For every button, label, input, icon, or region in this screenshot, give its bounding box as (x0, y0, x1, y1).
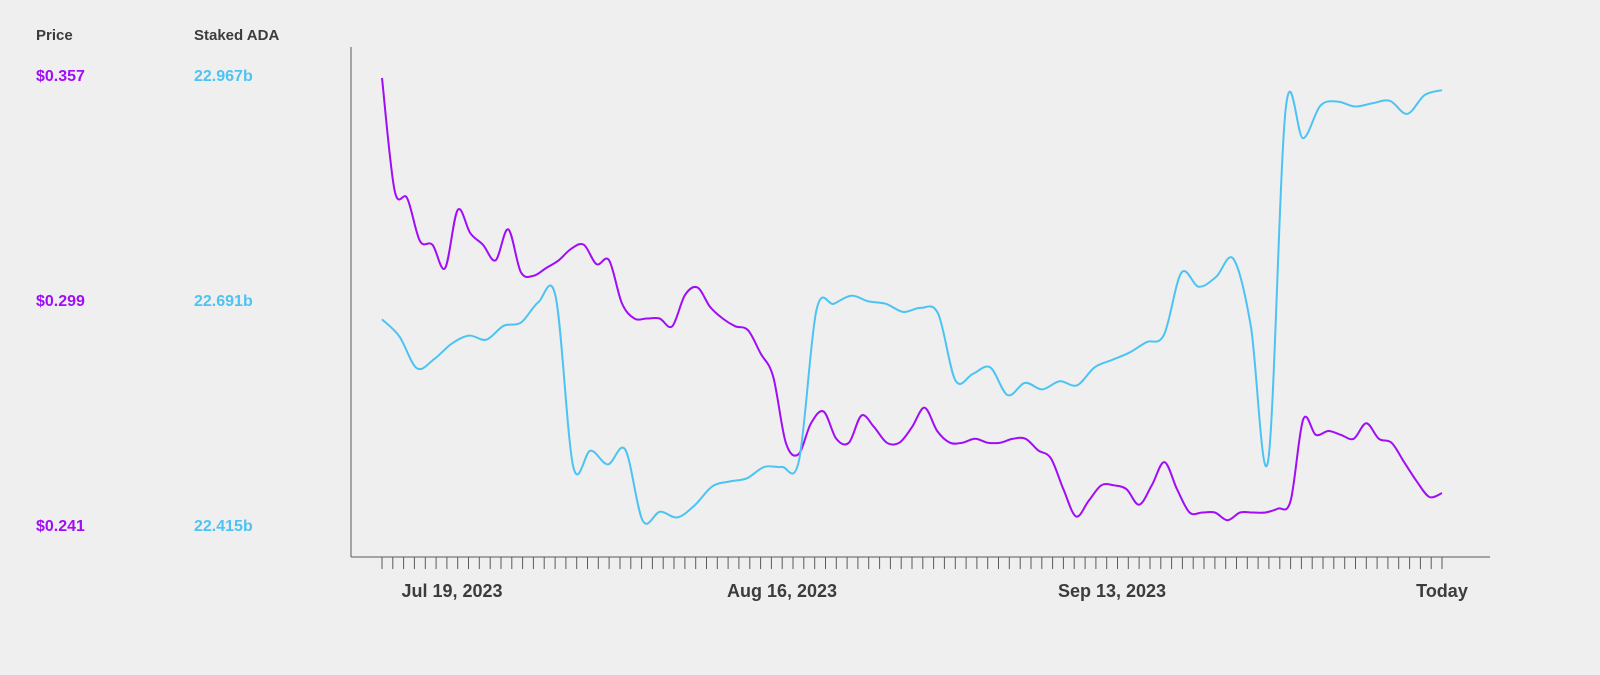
staked-tick-label: 22.415b (194, 518, 253, 535)
staked-tick-label: 22.967b (194, 68, 253, 85)
price-tick-label: $0.357 (36, 68, 85, 85)
series-lines (381, 77, 1443, 525)
x-tick-label: Jul 19, 2023 (401, 581, 502, 601)
staked-ada-series-line (381, 89, 1443, 525)
x-axis-ticks (381, 557, 1443, 569)
x-tick-label: Today (1416, 581, 1468, 601)
price-tick-label: $0.241 (36, 518, 85, 535)
x-tick-label: Aug 16, 2023 (727, 581, 837, 601)
x-tick-label: Sep 13, 2023 (1058, 581, 1166, 601)
staked-tick-label: 22.691b (194, 293, 253, 310)
price-tick-label: $0.299 (36, 293, 85, 310)
staked-axis-header: Staked ADA (194, 27, 280, 44)
price-series-line (381, 77, 1443, 522)
price-axis-header: Price (36, 27, 73, 44)
